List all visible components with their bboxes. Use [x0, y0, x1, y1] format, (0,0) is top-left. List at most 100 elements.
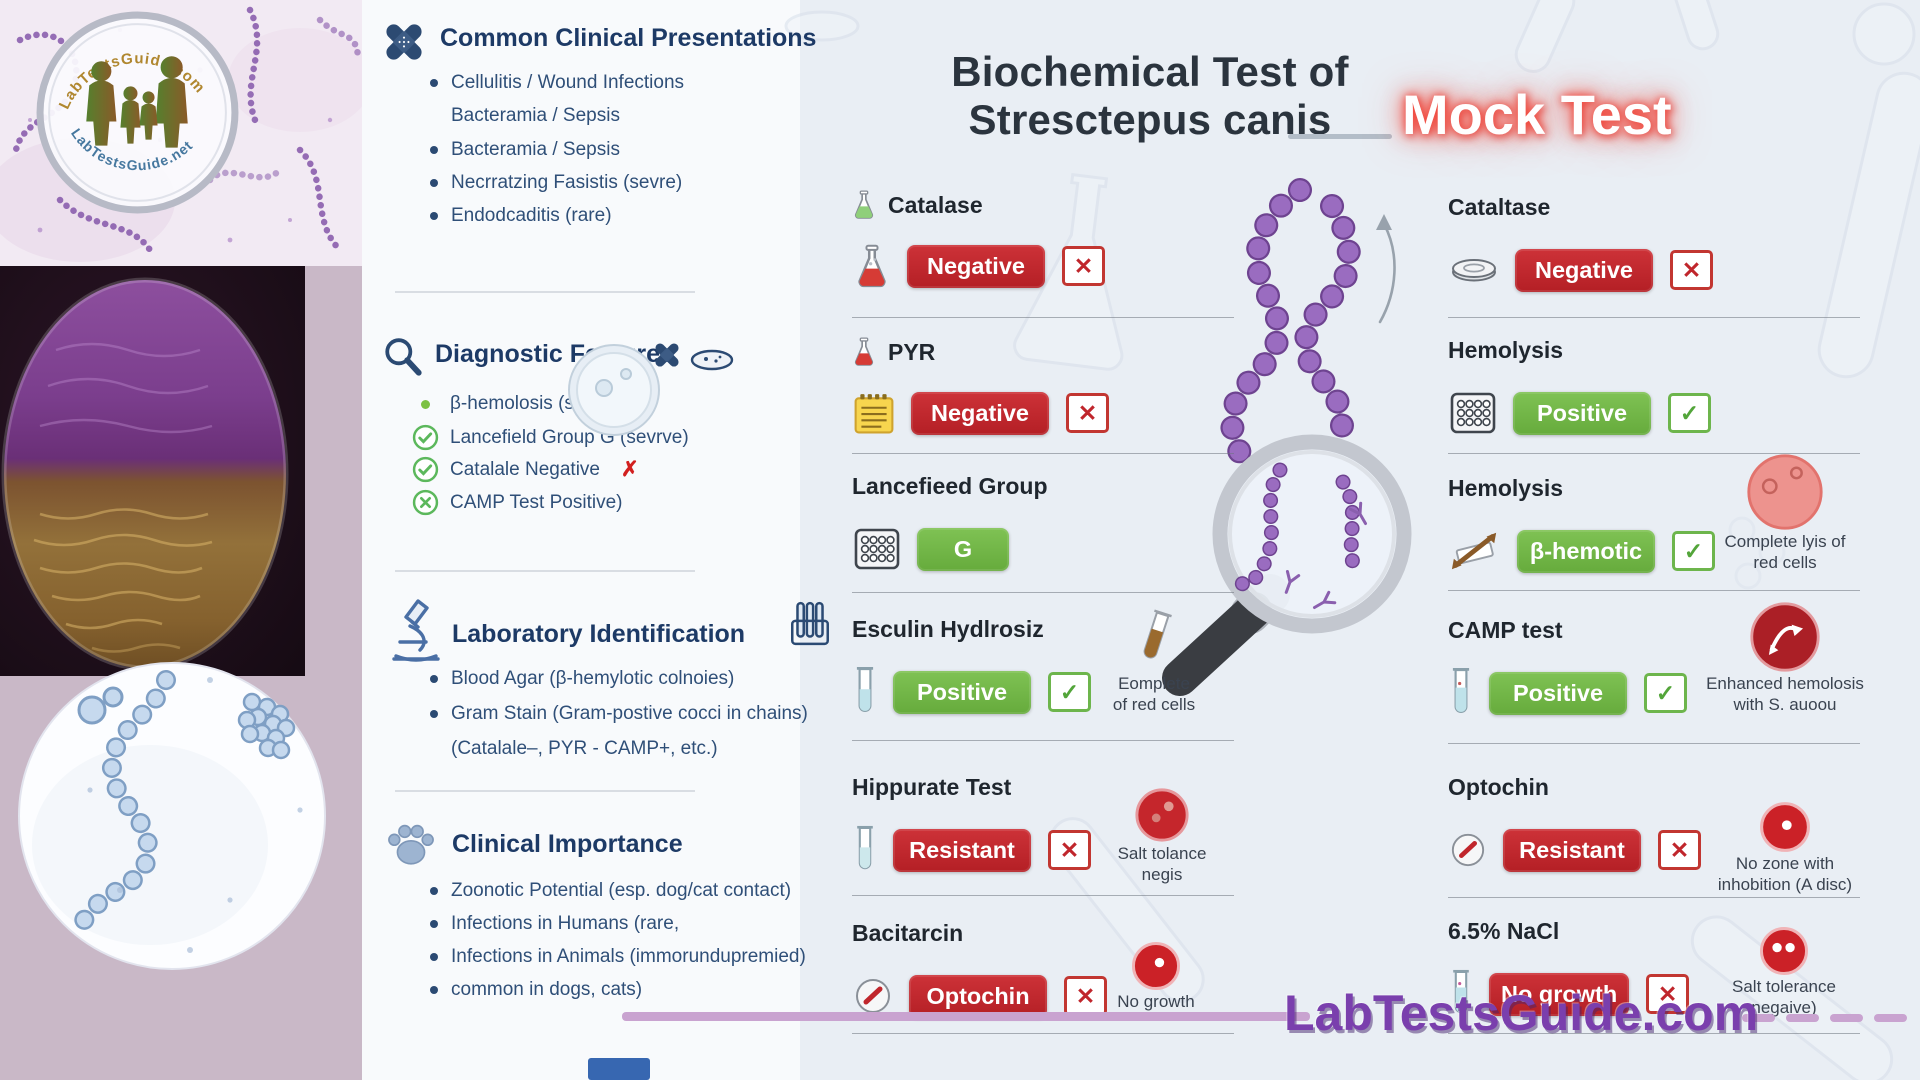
- result-badge: Resistant: [1503, 828, 1641, 872]
- paw-icon: [388, 824, 434, 865]
- check-circle-icon: [412, 456, 439, 483]
- test-name: Bacitarcin: [852, 920, 964, 946]
- green-dot-bullet: [421, 399, 430, 409]
- test-block-hemolysis-1: Hemolysis Positive ✓: [1448, 337, 1866, 435]
- note-bacitracin: No growth: [1098, 940, 1214, 1013]
- row-divider: [852, 453, 1234, 454]
- list-item: Gram Stain (Gram-postive cocci in chains…: [430, 703, 808, 725]
- row-divider: [852, 895, 1234, 896]
- test-block-bacitracin: Bacitarcin Optochin ✕: [852, 920, 1236, 1018]
- purple-dash: [1874, 1014, 1907, 1022]
- result-badge: No growth: [1489, 972, 1630, 1016]
- note-nacl: Salt tolerance negaive): [1704, 925, 1864, 1018]
- bullet: [430, 179, 438, 187]
- test-name: Hemolysis: [1448, 337, 1564, 363]
- result-badge: Optochin: [909, 974, 1047, 1018]
- list-item: (Catalale–, PYR - CAMP+, etc.): [451, 738, 718, 759]
- result-badge: Negative: [1515, 248, 1653, 292]
- row-divider: [852, 317, 1234, 318]
- red-plate-dot-icon: [1131, 941, 1181, 991]
- note-hippurate: Salt tolance negis: [1100, 786, 1224, 885]
- bullet: [430, 675, 438, 683]
- well-plate-icon: [854, 528, 900, 570]
- disc-icon: [1452, 259, 1496, 282]
- list-item: Cellulitis / Wound Infections: [430, 72, 684, 94]
- list-item: Bacteramia / Sepsis: [430, 139, 620, 161]
- row-divider: [1448, 453, 1860, 454]
- red-plate-dot-icon: [1760, 802, 1810, 852]
- bullet: [430, 146, 438, 154]
- section-divider: [395, 790, 695, 792]
- test-block-esculin: Esculin Hydlrosiz Positive ✓: [852, 616, 1236, 714]
- pink-cell-icon: [1747, 454, 1823, 530]
- list-item: Bacteramia / Sepsis: [451, 105, 620, 126]
- test-name: Catalase: [888, 191, 983, 218]
- test-block-pyr: PYR Negative ✕: [852, 337, 1236, 435]
- row-divider: [852, 740, 1234, 741]
- mock-test-overlay: Mock Test: [1402, 83, 1672, 146]
- test-name: PYR: [888, 338, 936, 365]
- test-name: 6.5% NaCl: [1448, 918, 1560, 944]
- bullet: [430, 212, 438, 220]
- cocci-chain-illustration: [18, 662, 326, 970]
- pass-checkbox: ✓: [1672, 531, 1715, 571]
- section-title-presentations: Common Clinical Presentations: [440, 24, 817, 52]
- result-badge: Positive: [1489, 671, 1627, 715]
- result-badge: Positive: [1513, 391, 1651, 435]
- bullet: [430, 986, 438, 994]
- brown-tube-icon: [1143, 609, 1172, 659]
- test-tube-icon: [1453, 969, 1469, 1014]
- list-item: Zoonotic Potential (esp. dog/cat contact…: [430, 880, 791, 902]
- bullet: [430, 710, 438, 718]
- title-underline: [1288, 134, 1392, 139]
- test-name: Esculin Hydlrosiz: [852, 616, 1044, 642]
- test-tube-icon: [1452, 668, 1470, 713]
- section-divider: [395, 291, 695, 293]
- list-item: Necrratzing Fasistis (sevre): [430, 172, 682, 194]
- test-name: Lancefieed Group: [852, 473, 1048, 499]
- site-watermark: LabTestsGuide.com: [1284, 985, 1759, 1041]
- list-item: Infections in Animals (immorundupremied): [430, 946, 806, 968]
- purple-dash: [1742, 1014, 1775, 1022]
- dish-icon: [690, 349, 734, 371]
- bandage-icon: [386, 24, 422, 60]
- family-silhouette: [86, 56, 188, 148]
- disc-slash-icon: [1451, 833, 1485, 867]
- pass-checkbox: ✓: [1048, 672, 1091, 712]
- note-optochin: No zone with inhobition (A disc): [1700, 800, 1870, 895]
- fail-checkbox: ✕: [1658, 830, 1701, 870]
- fail-checkbox: ✕: [1048, 830, 1091, 870]
- row-divider: [1448, 897, 1860, 898]
- circle-x-icon: [412, 489, 439, 516]
- test-block-camp: CAMP test Positive ✓: [1448, 617, 1866, 715]
- row-divider: [852, 1033, 1234, 1034]
- result-badge: Negative: [907, 244, 1045, 288]
- test-tube-icon: [856, 667, 874, 712]
- section-title-laboratory: Laboratory Identification: [452, 620, 746, 648]
- page-title: Biochemical Test of Stresctepus canis: [951, 48, 1349, 143]
- test-block-catalase-right: Cataltase Negative ✕: [1448, 194, 1866, 292]
- slide-arrow-icon: [1451, 532, 1497, 570]
- labtestsguide-logo: LabTestsGuide.com LabTestsGuide.net: [36, 11, 239, 214]
- purple-divider-bar: [622, 1012, 1310, 1021]
- red-plate-2dots-icon: [1759, 926, 1809, 976]
- bullet: [430, 887, 438, 895]
- result-badge: Positive: [893, 670, 1031, 714]
- petri-dish-illustration: [568, 344, 660, 436]
- bullet: [430, 920, 438, 928]
- disc-slash-icon: [856, 979, 890, 1013]
- row-divider: [1448, 743, 1860, 744]
- yellow-note-icon: [854, 394, 894, 434]
- blood-agar-plate-photo: [0, 266, 305, 676]
- test-block-hippurate: Hippurate Test Resistant ✕: [852, 774, 1236, 872]
- row-divider: [1448, 1033, 1860, 1034]
- fail-checkbox: ✕: [1646, 974, 1690, 1014]
- bandage-small-icon: [655, 343, 679, 367]
- pass-checkbox: ✓: [1668, 393, 1711, 433]
- magnifier-icon: [385, 338, 422, 376]
- test-name: Hippurate Test: [852, 774, 1012, 800]
- flask-green-icon: [854, 190, 874, 219]
- list-item: Infections in Humans (rare,: [430, 913, 679, 935]
- pass-checkbox: ✓: [1644, 673, 1687, 713]
- well-plate-icon: [1450, 392, 1496, 434]
